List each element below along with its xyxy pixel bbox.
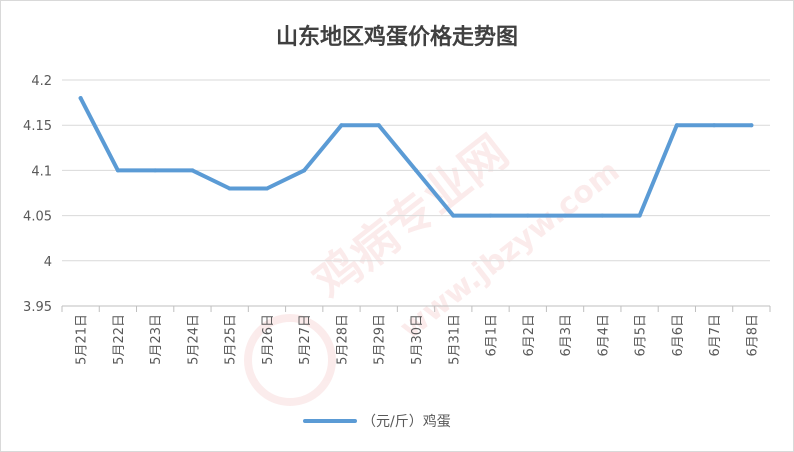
x-tick-label: 6月7日 [708, 314, 723, 357]
x-tick-label: 5月31日 [447, 314, 462, 365]
data-point [376, 123, 381, 128]
data-point [153, 168, 158, 173]
data-point [637, 213, 642, 218]
x-tick-label: 5月21日 [75, 314, 90, 365]
data-point [190, 168, 195, 173]
x-tick-label: 5月30日 [410, 314, 425, 365]
data-point [264, 186, 269, 191]
x-tick-label: 5月22日 [112, 314, 127, 365]
data-point [115, 168, 120, 173]
data-point [600, 213, 605, 218]
data-point [749, 123, 754, 128]
x-tick-label: 5月23日 [149, 314, 164, 365]
y-tick-label: 4.1 [31, 164, 52, 179]
data-point [339, 123, 344, 128]
y-tick-label: 3.95 [23, 300, 52, 315]
data-point [302, 168, 307, 173]
legend-label: （元/斤）鸡蛋 [362, 413, 451, 430]
x-tick-label: 6月3日 [559, 314, 574, 357]
chart-title: 山东地区鸡蛋价格走势图 [276, 24, 518, 50]
legend: （元/斤）鸡蛋 [303, 413, 451, 430]
x-tick-label: 6月4日 [596, 314, 611, 357]
x-tick-label: 6月8日 [745, 314, 760, 357]
data-point [414, 168, 418, 173]
x-tick-label: 5月24日 [186, 314, 201, 365]
x-tick-label: 6月5日 [634, 314, 649, 357]
x-tick-label: 6月2日 [522, 314, 537, 357]
y-tick-label: 4.05 [23, 210, 52, 225]
x-tick-label: 5月28日 [335, 314, 350, 365]
y-tick-label: 4 [44, 255, 52, 270]
x-axis: 5月21日 5月22日 5月23日 5月24日 5月25日 5月26日 5月27日 5月28日… [61, 306, 771, 365]
data-point [712, 123, 717, 128]
data-point [78, 96, 83, 101]
data-point [525, 213, 530, 218]
data-point [563, 213, 568, 218]
data-point [488, 213, 493, 218]
y-axis: 4.2 4.15 4.1 4.05 4 3.95 [23, 74, 52, 315]
watermark-logo-icon [244, 314, 336, 406]
series-group [78, 96, 754, 218]
x-tick-label: 5月27日 [298, 314, 313, 365]
y-tick-label: 4.2 [31, 74, 52, 89]
x-tick-label: 5月29日 [373, 314, 388, 365]
x-tick-label: 5月25日 [224, 314, 239, 365]
x-tick-label: 6月1日 [485, 314, 500, 357]
x-tick-label: 6月6日 [671, 314, 686, 357]
data-point [227, 186, 232, 191]
data-point [674, 123, 679, 128]
y-tick-label: 4.15 [23, 119, 52, 134]
x-tick-label: 5月26日 [261, 314, 276, 365]
data-point [451, 213, 456, 218]
